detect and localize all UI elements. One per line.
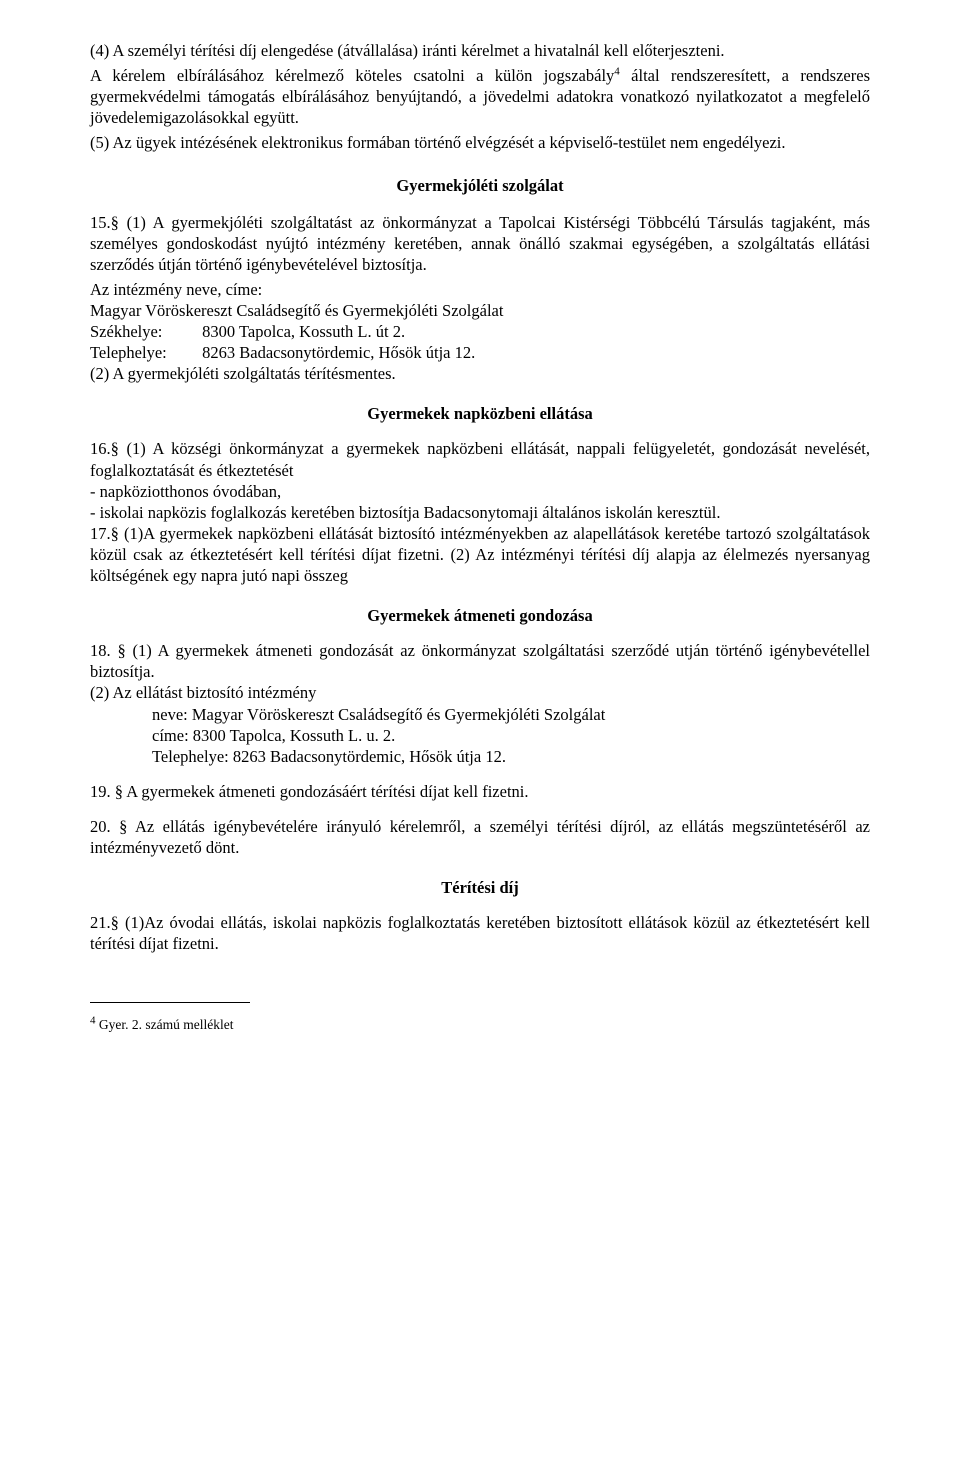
section-15-intezmeny-nev: Magyar Vöröskereszt Családsegítő és Gyer… — [90, 300, 870, 321]
heading-gyermekjoleti-szolgalat: Gyermekjóléti szolgálat — [90, 176, 870, 196]
section-18-1: 18. § (1) A gyermekek átmeneti gondozásá… — [90, 640, 870, 682]
section-18-nev: neve: Magyar Vöröskereszt Családsegítő é… — [152, 704, 870, 725]
section-15-telephelye: Telephelye: 8263 Badacsonytördemic, Hősö… — [90, 342, 870, 363]
section-15-1: 15.§ (1) A gyermekjóléti szolgáltatást a… — [90, 212, 870, 275]
szekhelye-label: Székhelye: — [90, 321, 198, 342]
para-kerelm-a: A kérelem elbírálásához kérelmező kötele… — [90, 66, 614, 85]
footnote-rule — [90, 1002, 250, 1003]
para-4: (4) A személyi térítési díj elengedése (… — [90, 40, 870, 61]
section-16-bullet-1: - napköziotthonos óvodában, — [90, 481, 870, 502]
telephelye-label: Telephelye: — [90, 342, 198, 363]
footnote-text: Gyer. 2. számú melléklet — [96, 1017, 234, 1032]
section-18-telephelye: Telephelye: 8263 Badacsonytördemic, Hősö… — [152, 746, 870, 767]
section-18-2: (2) Az ellátást biztosító intézmény — [90, 682, 870, 703]
section-15-szekhelye: Székhelye: 8300 Tapolca, Kossuth L. út 2… — [90, 321, 870, 342]
para-5: (5) Az ügyek intézésének elektronikus fo… — [90, 132, 870, 153]
telephelye-value: 8263 Badacsonytördemic, Hősök útja 12. — [202, 343, 475, 362]
section-18-cim: címe: 8300 Tapolca, Kossuth L. u. 2. — [152, 725, 870, 746]
section-15-intezmeny-label: Az intézmény neve, címe: — [90, 279, 870, 300]
section-21: 21.§ (1)Az óvodai ellátás, iskolai napkö… — [90, 912, 870, 954]
heading-atmeneti-gondozasa: Gyermekek átmeneti gondozása — [90, 606, 870, 626]
footnote-4: 4 Gyer. 2. számú melléklet — [90, 1017, 870, 1033]
section-17: 17.§ (1)A gyermekek napközbeni ellátását… — [90, 523, 870, 586]
section-16-bullet-2: - iskolai napközis foglalkozás keretében… — [90, 502, 870, 523]
heading-napkozbeni-ellatasa: Gyermekek napközbeni ellátása — [90, 404, 870, 424]
section-19: 19. § A gyermekek átmeneti gondozásáért … — [90, 781, 870, 802]
para-kerelm: A kérelem elbírálásához kérelmező kötele… — [90, 65, 870, 128]
section-15-2: (2) A gyermekjóléti szolgáltatás térítés… — [90, 363, 870, 384]
section-16-1: 16.§ (1) A községi önkormányzat a gyerme… — [90, 438, 870, 480]
section-20: 20. § Az ellátás igénybevételére irányul… — [90, 816, 870, 858]
szekhelye-value: 8300 Tapolca, Kossuth L. út 2. — [202, 322, 405, 341]
heading-teritesi-dij: Térítési díj — [90, 878, 870, 898]
